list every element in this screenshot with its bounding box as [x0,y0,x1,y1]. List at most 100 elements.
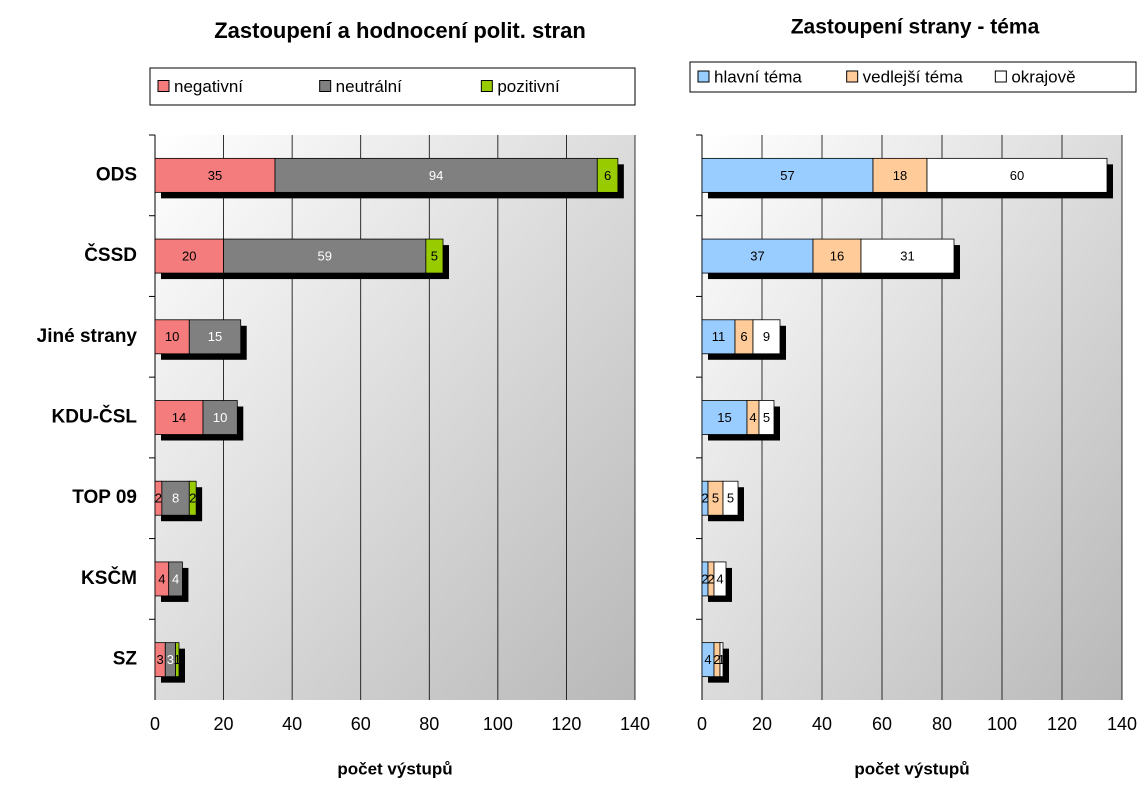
bar-segment [926,157,1108,193]
data-label: 37 [750,249,764,264]
y-tick-label: SZ [113,649,138,670]
data-label: 10 [213,410,227,425]
legend-swatch [319,80,332,92]
legend-swatch [697,70,710,83]
legend-label: neutrální [336,77,402,96]
data-label: 1 [718,652,725,667]
bar-segment [188,480,197,516]
x-tick-label: 80 [932,714,952,734]
data-label: 3 [157,652,164,667]
bar-segment [719,642,724,678]
data-label: 1 [174,652,181,667]
y-tick-label: ODS [96,164,137,185]
legend-label: pozitivní [497,77,560,96]
legend-swatch [994,70,1007,83]
data-label: 8 [172,491,179,506]
bar-segment [752,319,781,355]
data-label: 3 [167,652,174,667]
x-tick-label: 40 [812,714,832,734]
data-label: 9 [763,329,770,344]
x-tick-label: 40 [282,714,302,734]
bar-segment [722,480,739,516]
y-tick-label: ČSSD [84,244,137,266]
data-label: 5 [431,249,438,264]
legend-swatch [480,80,493,92]
chart-title: Zastoupení a hodnocení polit. stran [214,18,586,43]
bar-segment [701,319,736,355]
x-tick-label: 20 [214,714,234,734]
x-tick-label: 0 [150,714,160,734]
bar-segment [188,319,242,355]
bar-segment [758,400,775,435]
data-label: 20 [182,249,196,264]
bar-segment [154,238,224,274]
bar-segment [154,319,190,355]
data-label: 14 [172,410,186,425]
bar-segment [202,400,238,435]
data-label: 31 [900,249,914,264]
legend-box [689,61,1137,93]
data-label: 6 [740,329,747,344]
x-tick-label: 100 [483,714,513,734]
data-label: 2 [701,571,708,586]
bar-segment [154,400,204,435]
bar-segment [274,157,598,193]
data-label: 4 [704,652,711,667]
bar-segment [223,238,427,274]
data-label: 4 [172,571,179,586]
bar-segment [860,238,955,274]
data-label: 18 [893,168,907,183]
bar-segment [812,238,862,274]
data-label: 16 [830,249,844,264]
bar-segment [161,480,190,516]
y-tick-label: Jiné strany [37,326,138,347]
x-tick-label: 140 [1107,714,1137,734]
legend-label: vedlejší téma [863,67,964,86]
data-label: 6 [604,168,611,183]
data-label: 10 [165,329,179,344]
data-label: 15 [208,329,222,344]
bar-segment [596,157,619,193]
x-tick-label: 140 [620,714,650,734]
legend-label: hlavní téma [714,67,802,86]
y-tick-label: TOP 09 [72,487,137,508]
bar-segment [425,238,444,274]
data-label: 2 [707,571,714,586]
bar-segment [175,642,180,678]
bar-segment [168,561,183,597]
y-tick-label: KDU-ČSL [52,406,138,428]
data-label: 2 [701,491,708,506]
x-axis-label: počet výstupů [854,759,969,778]
bar-segment [701,157,874,193]
x-tick-label: 0 [697,714,707,734]
data-label: 11 [712,329,726,344]
data-label: 15 [717,410,731,425]
data-label: 4 [749,410,756,425]
data-label: 4 [158,571,165,586]
chart-title: Zastoupení strany - téma [791,16,1040,39]
data-label: 5 [763,410,770,425]
bar-segment [713,561,727,597]
data-label: 5 [727,491,734,506]
legend-label: okrajově [1011,67,1075,86]
x-tick-label: 120 [551,714,581,734]
legend-swatch [846,70,859,83]
legend-label: negativní [174,77,243,96]
data-label: 59 [317,249,331,264]
x-tick-label: 120 [1047,714,1077,734]
legend-swatch [157,80,170,92]
x-tick-label: 80 [419,714,439,734]
bar-segment [701,238,814,274]
y-tick-label: KSČM [81,567,137,589]
x-tick-label: 60 [872,714,892,734]
x-axis-label: počet výstupů [337,759,452,778]
data-label: 60 [1010,168,1024,183]
data-label: 4 [716,571,723,586]
data-label: 2 [189,491,196,506]
x-tick-label: 60 [351,714,371,734]
bar-segment [154,157,276,193]
data-label: 35 [208,168,222,183]
data-label: 2 [155,491,162,506]
bar-segment [872,157,928,193]
